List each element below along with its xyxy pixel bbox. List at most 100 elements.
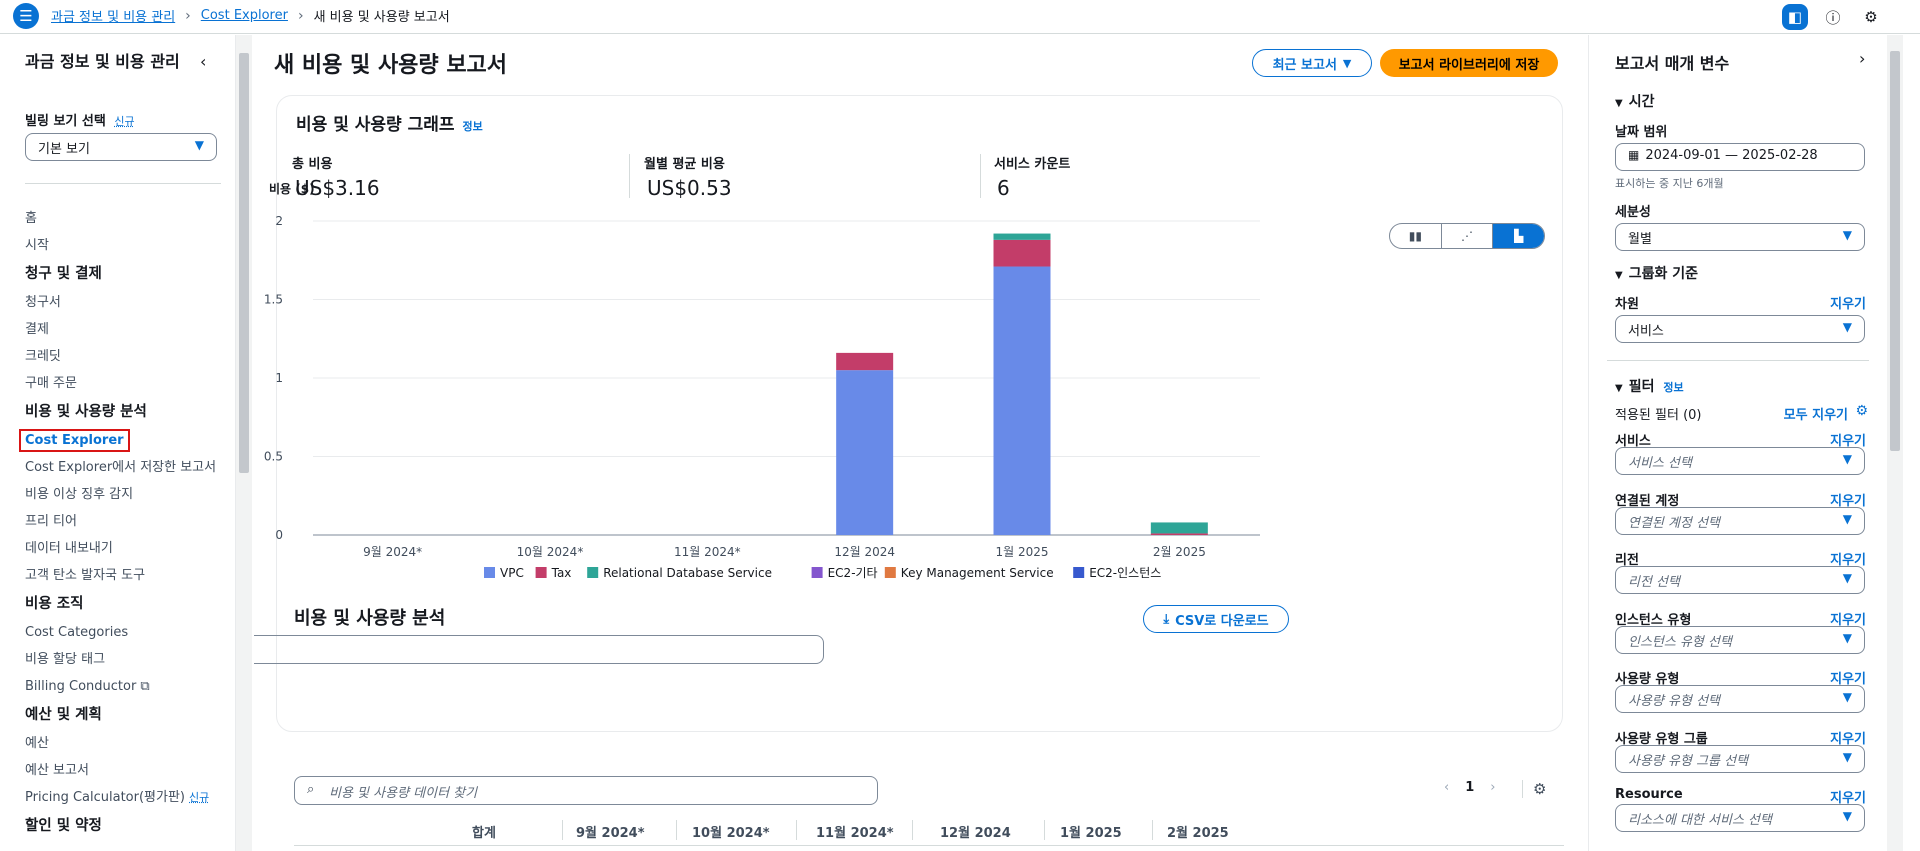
legend-label: Tax: [551, 566, 572, 580]
table-column-header[interactable]: 1월 2025: [1060, 826, 1122, 841]
sidebar-item-8[interactable]: Cost Explorer: [19, 427, 230, 454]
legend-label: Key Management Service: [901, 566, 1054, 580]
clear-filter-link[interactable]: 지우기: [1830, 731, 1866, 747]
search-input[interactable]: ⌕ 비용 및 사용량 데이터 찾기: [294, 776, 878, 805]
filter-select[interactable]: 연결된 계정 선택 ▼: [1615, 506, 1865, 535]
download-csv-button[interactable]: ⤓ CSV로 다운로드: [1143, 605, 1289, 633]
stacked-bar-chart-icon[interactable]: ▙: [1493, 224, 1544, 248]
table-column-header[interactable]: 12월 2024: [940, 826, 1011, 841]
clear-filter-link[interactable]: 지우기: [1830, 672, 1866, 687]
sidebar-item-label: 크레딧: [25, 349, 61, 364]
sidebar-item-0[interactable]: 홈: [25, 205, 230, 232]
bar-segment: [993, 266, 1051, 535]
info-icon[interactable]: ⓘ: [1825, 8, 1841, 27]
filter-select[interactable]: 리전 선택 ▼: [1615, 566, 1865, 594]
y-tick-label: 0.5: [264, 450, 283, 464]
filter-settings-icon[interactable]: ⚙: [1855, 403, 1868, 419]
billing-view-label-text: 빌링 보기 선택: [25, 114, 106, 129]
info-link[interactable]: 정보: [1663, 381, 1684, 394]
filter-label: 리전: [1615, 553, 1639, 568]
table-column-header[interactable]: 합계: [472, 826, 496, 841]
clear-filter-link[interactable]: 지우기: [1830, 493, 1866, 509]
filter-label: 사용량 유형: [1615, 672, 1680, 687]
table-settings-icon[interactable]: ⚙: [1522, 780, 1546, 798]
bar-chart-icon[interactable]: ▮▮: [1390, 224, 1442, 248]
clear-filter-link[interactable]: 지우기: [1830, 434, 1866, 449]
filter-select[interactable]: 인스턴스 유형 선택 ▼: [1615, 625, 1865, 654]
sidebar-item-label: 시작: [25, 238, 49, 253]
close-panel-icon[interactable]: ›: [1859, 49, 1866, 68]
granularity-select[interactable]: 월별 ▼: [1615, 223, 1865, 251]
clear-filter-link[interactable]: 지우기: [1830, 612, 1866, 628]
panel-title: 보고서 매개 변수: [1615, 54, 1730, 73]
filter-select[interactable]: 사용량 유형 선택 ▼: [1615, 685, 1865, 713]
table-column-header[interactable]: 10월 2024*: [692, 826, 770, 841]
filter-placeholder: 사용량 유형 선택: [1628, 694, 1720, 709]
scrollbar-thumb[interactable]: [1890, 51, 1900, 451]
sidebar-item-13[interactable]: 고객 탄소 발자국 도구: [25, 562, 230, 589]
graph-title: 비용 및 사용량 그래프 정보: [296, 110, 483, 135]
save-to-library-button[interactable]: 보고서 라이브러리에 저장: [1380, 49, 1558, 77]
previous-page-icon[interactable]: ‹: [1444, 780, 1450, 795]
search-input[interactable]: [254, 635, 824, 664]
legend-swatch: [587, 567, 599, 578]
info-link[interactable]: 정보: [462, 120, 483, 133]
granularity-value: 월별: [1628, 232, 1652, 247]
recent-reports-button[interactable]: 최근 보고서 ▼: [1252, 49, 1372, 77]
sidebar-item-12[interactable]: 데이터 내보내기: [25, 535, 230, 562]
breadcrumb-cost-explorer-link[interactable]: Cost Explorer: [200, 8, 288, 23]
menu-icon[interactable]: ☰: [13, 3, 39, 29]
sidebar-item-10[interactable]: 비용 이상 징후 감지: [25, 481, 230, 508]
table-header: 합계 9월 2024* 10월 2024* 11월 2024* 12월 2024 1월 2…: [294, 816, 1564, 846]
sidebar-item-3[interactable]: 청구서: [25, 289, 230, 316]
metric-label: 서비스 카운트: [994, 157, 1071, 172]
time-section-toggle[interactable]: ▼ 시간: [1615, 91, 1654, 111]
page-number[interactable]: 1: [1465, 780, 1475, 795]
sidebar-item-16[interactable]: 비용 할당 태그: [25, 646, 230, 673]
scrollbar-thumb[interactable]: [239, 53, 249, 473]
settings-icon[interactable]: ⚙: [1864, 8, 1878, 26]
group-section-toggle[interactable]: ▼ 그룹화 기준: [1615, 263, 1698, 283]
sidebar-item-1[interactable]: 시작: [25, 232, 230, 259]
sidebar-item-label: 프리 티어: [25, 514, 77, 529]
sidebar-item-15[interactable]: Cost Categories: [25, 619, 230, 646]
filter-select[interactable]: 사용량 유형 그룹 선택 ▼: [1615, 744, 1865, 773]
table-column-header[interactable]: 9월 2024*: [576, 826, 645, 841]
clear-all-filters-link[interactable]: 모두 지우기: [1783, 408, 1848, 423]
column-divider: [1044, 820, 1045, 840]
line-chart-icon[interactable]: ⋰: [1442, 224, 1494, 248]
next-page-icon[interactable]: ›: [1490, 780, 1496, 795]
sidebar-item-19[interactable]: 예산: [25, 730, 230, 757]
table-column-header[interactable]: 2월 2025: [1167, 826, 1229, 841]
sidebar-item-21[interactable]: Pricing Calculator(평가판) 신규: [25, 784, 230, 811]
sidebar-item-9[interactable]: Cost Explorer에서 저장한 보고서: [25, 454, 230, 481]
dimension-select[interactable]: 서비스 ▼: [1615, 315, 1865, 343]
sidebar-item-4[interactable]: 결제: [25, 316, 230, 343]
new-badge[interactable]: 신규: [114, 115, 135, 128]
filter-select[interactable]: 리소스에 대한 서비스 선택 ▼: [1615, 804, 1865, 832]
sidebar-item-11[interactable]: 프리 티어: [25, 508, 230, 535]
billing-view-select[interactable]: 기본 보기 ▼: [25, 133, 217, 161]
table-column-header[interactable]: 11월 2024*: [816, 826, 894, 841]
breadcrumb-billing-link[interactable]: 과금 정보 및 비용 관리: [51, 10, 176, 25]
sidebar-item-6[interactable]: 구매 주문: [25, 370, 230, 397]
main-scrollbar[interactable]: [1887, 35, 1903, 851]
filter-select[interactable]: 서비스 선택 ▼: [1615, 447, 1865, 475]
collapse-sidebar-icon[interactable]: ‹: [200, 52, 207, 71]
sidebar-item-17[interactable]: Billing Conductor ⧉: [25, 673, 230, 700]
sidebar-item-5[interactable]: 크레딧: [25, 343, 230, 370]
clear-filter-link[interactable]: 지우기: [1830, 791, 1866, 806]
split-panel-icon[interactable]: ◧: [1782, 4, 1808, 30]
filter-section-toggle[interactable]: ▼ 필터 정보: [1615, 376, 1684, 396]
sidebar-item-20[interactable]: 예산 보고서: [25, 757, 230, 784]
clear-filter-link[interactable]: 지우기: [1830, 553, 1866, 568]
clear-dimension-link[interactable]: 지우기: [1830, 297, 1866, 312]
divider: [980, 154, 981, 198]
date-range-input[interactable]: ▦ 2024-09-01 — 2025-02-28: [1615, 143, 1865, 171]
sidebar-item-label: 비용 할당 태그: [25, 652, 106, 667]
sidebar-scrollbar[interactable]: [236, 35, 252, 851]
new-badge[interactable]: 신규: [189, 791, 210, 804]
sidebar-title: 과금 정보 및 비용 관리: [25, 52, 180, 71]
granularity-label: 세분성: [1615, 205, 1651, 220]
graph-title-text: 비용 및 사용량 그래프: [296, 115, 455, 135]
